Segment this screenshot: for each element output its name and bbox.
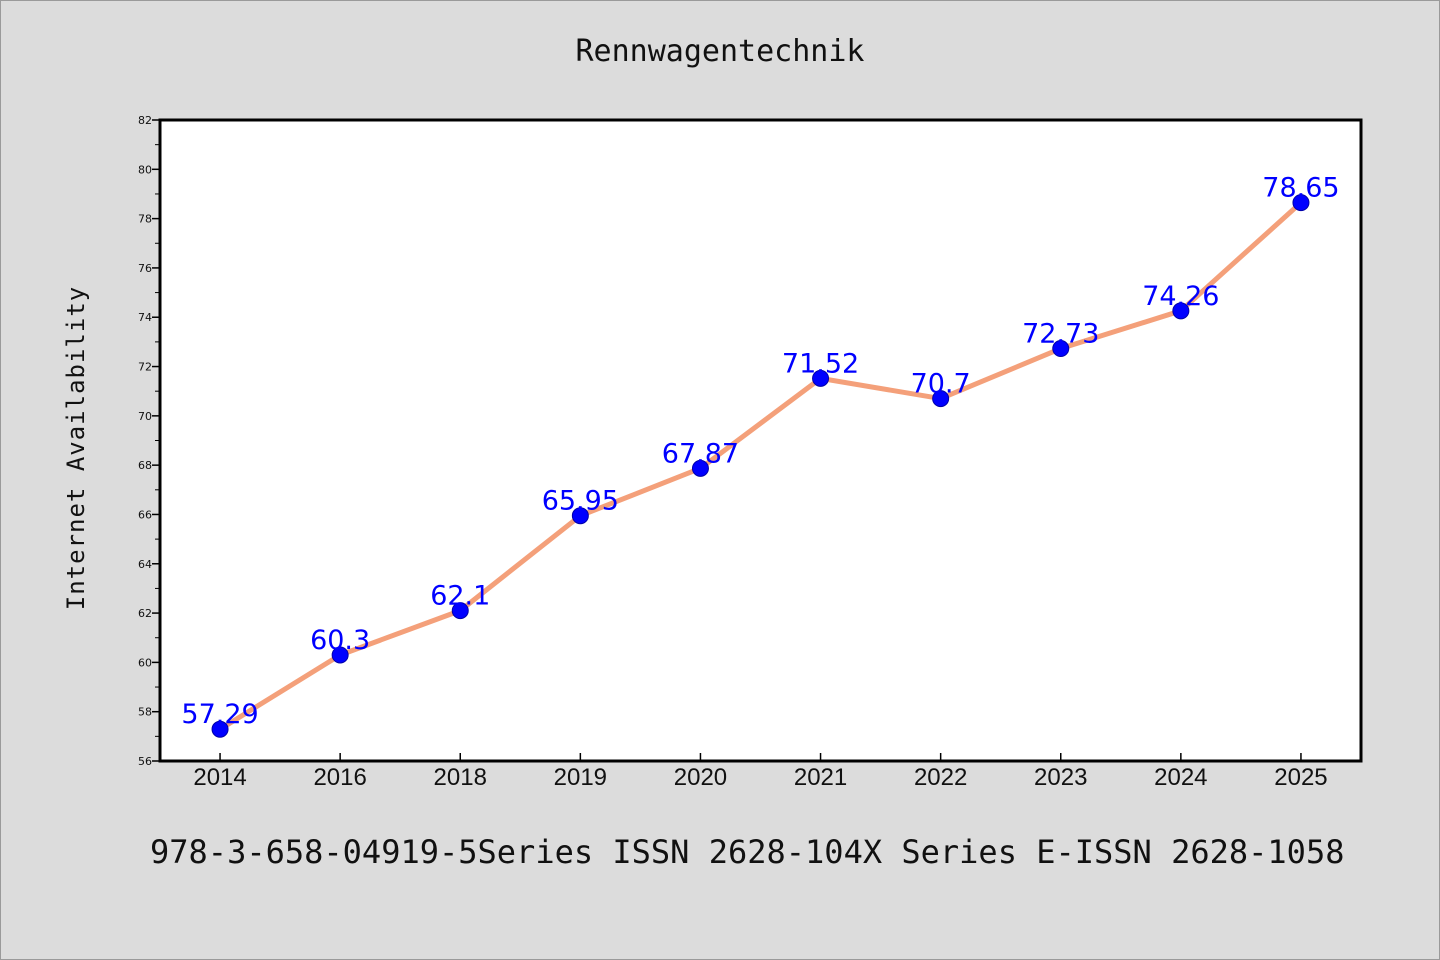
data-labels-layer: 57.29 60.3 62.1 65.95 67.87 71.52 70.7 72.73 74.… bbox=[181, 173, 1339, 731]
data-label: 78.65 bbox=[1262, 173, 1339, 204]
data-label: 60.3 bbox=[310, 625, 370, 656]
y-tick-label: 72 bbox=[138, 361, 152, 374]
y-tick-label: 70 bbox=[138, 410, 152, 423]
y-tick-label: 60 bbox=[138, 656, 152, 669]
chart-title: Rennwagentechnik bbox=[575, 34, 865, 69]
data-point-marker bbox=[1172, 302, 1190, 320]
data-point-marker bbox=[1292, 194, 1310, 212]
x-tick-label: 2018 bbox=[434, 764, 487, 791]
data-label: 74.26 bbox=[1142, 281, 1219, 312]
data-label: 57.29 bbox=[181, 699, 258, 730]
x-axis: 2014 2016 2018 2019 2020 2021 2022 2023 2024 2025 bbox=[193, 753, 1328, 791]
data-label: 67.87 bbox=[662, 438, 739, 469]
y-tick-label: 66 bbox=[138, 508, 152, 521]
data-point-marker bbox=[211, 720, 229, 738]
data-label: 62.1 bbox=[430, 581, 490, 612]
data-point-marker bbox=[812, 369, 830, 387]
x-tick-label: 2020 bbox=[674, 764, 727, 791]
data-label: 72.73 bbox=[1022, 319, 1099, 350]
data-point-marker bbox=[571, 507, 589, 525]
y-tick-label: 56 bbox=[138, 755, 152, 768]
y-tick-label: 76 bbox=[138, 262, 152, 275]
series-line bbox=[217, 200, 1304, 732]
data-point-marker bbox=[331, 646, 349, 664]
y-tick-label: 68 bbox=[138, 459, 152, 472]
y-tick-label: 82 bbox=[138, 114, 152, 127]
y-axis: 56 58 60 62 64 66 68 70 72 74 76 78 80 82 bbox=[138, 114, 160, 768]
x-tick-label: 2022 bbox=[914, 764, 967, 791]
y-tick-label: 64 bbox=[138, 558, 152, 571]
data-point-marker bbox=[932, 390, 950, 408]
x-tick-label: 2019 bbox=[554, 764, 607, 791]
x-tick-label: 2016 bbox=[313, 764, 366, 791]
footer-isbn-issn: 978-3-658-04919-5Series ISSN 2628-104X S… bbox=[150, 833, 1345, 871]
data-label: 71.52 bbox=[782, 348, 859, 379]
x-tick-label: 2021 bbox=[794, 764, 847, 791]
data-label: 70.7 bbox=[911, 369, 971, 400]
data-point-marker bbox=[1052, 340, 1070, 358]
series-layer bbox=[211, 194, 1310, 738]
x-tick-label: 2024 bbox=[1154, 764, 1207, 791]
data-label: 65.95 bbox=[542, 486, 619, 517]
data-point-marker bbox=[691, 459, 709, 477]
x-tick-label: 2023 bbox=[1034, 764, 1087, 791]
y-tick-label: 58 bbox=[138, 706, 152, 719]
y-tick-label: 78 bbox=[138, 213, 152, 226]
y-tick-label: 74 bbox=[138, 311, 152, 324]
y-tick-label: 62 bbox=[138, 607, 152, 620]
y-tick-label: 80 bbox=[138, 163, 152, 176]
plot-area bbox=[158, 118, 1363, 763]
x-tick-label: 2014 bbox=[193, 764, 246, 791]
x-tick-label: 2025 bbox=[1274, 764, 1327, 791]
data-point-marker bbox=[451, 602, 469, 620]
